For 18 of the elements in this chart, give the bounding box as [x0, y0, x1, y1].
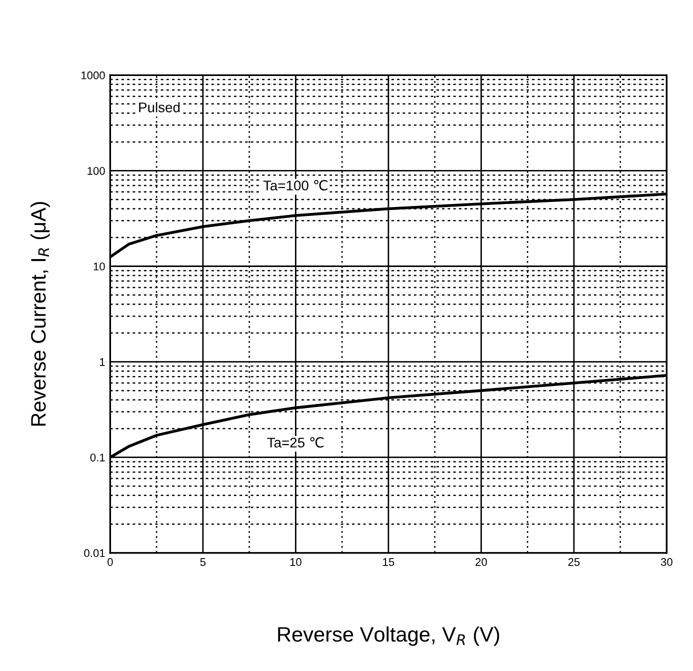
y-tick-label: 1	[100, 358, 105, 366]
y-tick-label: 1000	[81, 71, 105, 80]
x-tick-label: 25	[568, 558, 580, 566]
x-tick-label: 20	[476, 558, 487, 566]
y-tick-label: 100	[88, 166, 105, 175]
x-tick-label: 5	[200, 558, 206, 566]
x-tick-label: 0	[108, 558, 113, 566]
series-label: Ta=25 ℃	[267, 437, 324, 448]
y-axis-title: Reverse Current, I$_{R}$ (μA)	[30, 202, 50, 426]
series-label: Ta=100 ℃	[263, 180, 328, 190]
annotation: Pulsed	[139, 102, 180, 112]
y-tick-label: 0.01	[84, 549, 105, 558]
x-tick-label: 15	[383, 558, 394, 566]
y-tick-label: 0.1	[90, 454, 105, 462]
x-axis-title: Reverse Voltage, V$_{R}$ (V)	[278, 626, 500, 646]
x-tick-label: 30	[660, 558, 672, 566]
x-tick-label: 10	[290, 558, 302, 566]
y-tick-label: 10	[94, 262, 105, 270]
